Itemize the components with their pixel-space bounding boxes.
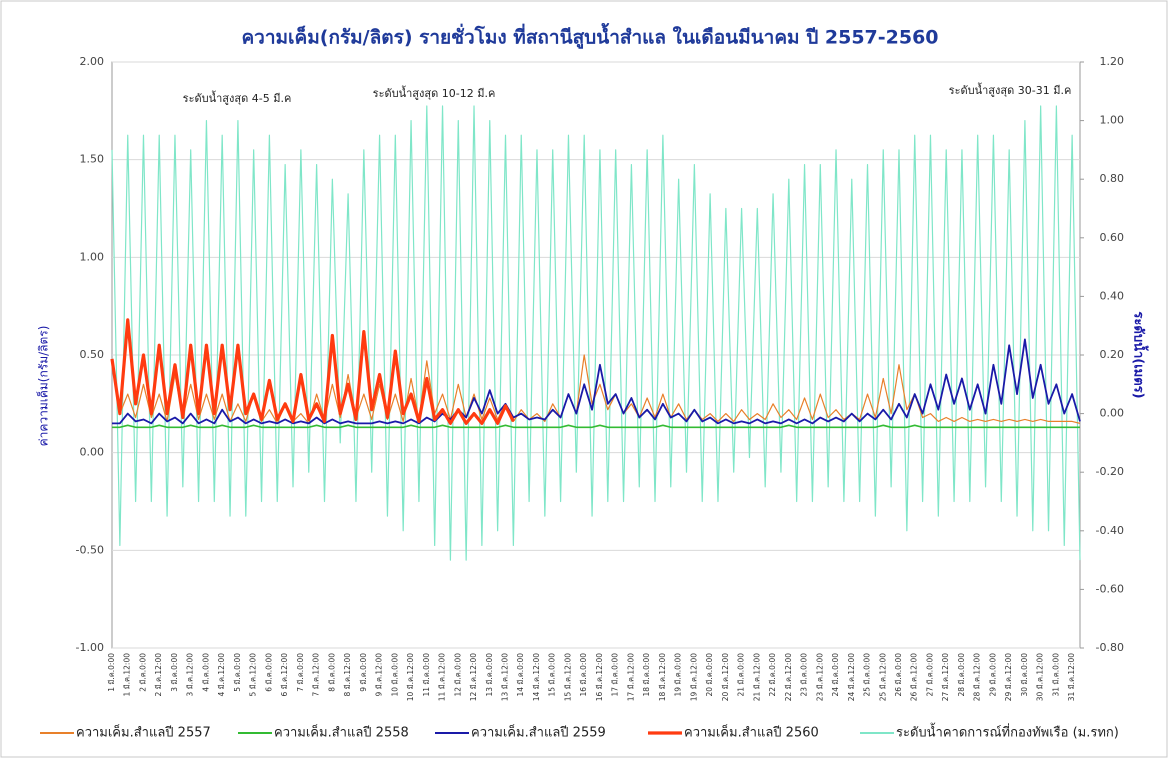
y-tick-label: 0.00 bbox=[80, 446, 105, 459]
x-tick-label: 19 มี.ค.0:00 bbox=[674, 653, 683, 697]
x-tick-label: 4 มี.ค.0:00 bbox=[201, 653, 210, 692]
x-tick-label: 29 มี.ค.0:00 bbox=[988, 653, 997, 697]
y-tick-label: 1.00 bbox=[80, 250, 105, 263]
x-tick-label: 6 มี.ค.0:00 bbox=[264, 653, 273, 692]
x-tick-label: 25 มี.ค.0:00 bbox=[863, 653, 872, 697]
x-tick-label: 5 มี.ค.0:00 bbox=[233, 653, 242, 692]
x-tick-label: 4 มี.ค.12:00 bbox=[217, 653, 226, 697]
x-tick-label: 10 มี.ค.12:00 bbox=[406, 653, 415, 701]
y2-tick-label: -0.60 bbox=[1096, 582, 1124, 595]
x-tick-label: 26 มี.ค.0:00 bbox=[894, 653, 903, 697]
y2-tick-label: 0.80 bbox=[1100, 172, 1125, 185]
x-tick-label: 29 มี.ค.12:00 bbox=[1004, 653, 1013, 701]
legend-label: ความเค็ม.สำแลปี 2559 bbox=[471, 723, 606, 741]
legend-label: ระดับน้ำคาดการณ์ที่กองทัพเรือ (ม.รทก) bbox=[896, 723, 1119, 741]
x-tick-label: 20 มี.ค.12:00 bbox=[721, 653, 730, 701]
y2-tick-label: -0.80 bbox=[1096, 641, 1124, 654]
annotation: ระดับน้ำสูงสุด 10-12 มี.ค bbox=[373, 85, 496, 100]
x-tick-label: 27 มี.ค.0:00 bbox=[925, 653, 934, 697]
y2-tick-label: 0.00 bbox=[1100, 407, 1125, 420]
x-tick-label: 8 มี.ค.12:00 bbox=[343, 653, 352, 697]
x-tick-label: 15 มี.ค.12:00 bbox=[563, 653, 572, 701]
legend-label: ความเค็ม.สำแลปี 2557 bbox=[76, 723, 211, 741]
series-line bbox=[112, 338, 1081, 425]
x-tick-label: 12 มี.ค.12:00 bbox=[469, 653, 478, 701]
x-tick-label: 23 มี.ค.0:00 bbox=[800, 653, 809, 697]
x-tick-label: 7 มี.ค.0:00 bbox=[296, 653, 305, 692]
y2-tick-label: 0.20 bbox=[1100, 348, 1125, 361]
legend-label: ความเค็ม.สำแลปี 2560 bbox=[684, 723, 819, 741]
x-tick-label: 3 มี.ค.12:00 bbox=[186, 653, 195, 697]
x-tick-label: 24 มี.ค.12:00 bbox=[847, 653, 856, 701]
x-tick-label: 16 มี.ค.12:00 bbox=[595, 653, 604, 701]
y-tick-label: 0.50 bbox=[80, 348, 105, 361]
x-tick-label: 13 มี.ค.12:00 bbox=[500, 653, 509, 701]
x-tick-label: 12 มี.ค.0:00 bbox=[453, 653, 462, 697]
x-tick-label: 18 มี.ค.12:00 bbox=[658, 653, 667, 701]
x-tick-label: 14 มี.ค.0:00 bbox=[516, 653, 525, 697]
x-tick-label: 31 มี.ค.0:00 bbox=[1051, 653, 1060, 697]
x-tick-label: 1 มี.ค.12:00 bbox=[123, 653, 132, 697]
x-tick-label: 11 มี.ค.0:00 bbox=[422, 653, 431, 697]
y-tick-label: -1.00 bbox=[76, 641, 104, 654]
x-tick-label: 22 มี.ค.12:00 bbox=[784, 653, 793, 701]
x-tick-label: 30 มี.ค.0:00 bbox=[1020, 653, 1029, 697]
y2-axis-title: ระดับน้ำ(เมตร) bbox=[1131, 311, 1150, 398]
y2-tick-label: 0.40 bbox=[1100, 289, 1125, 302]
x-tick-label: 2 มี.ค.0:00 bbox=[138, 653, 147, 692]
x-tick-label: 13 มี.ค.0:00 bbox=[485, 653, 494, 697]
x-tick-label: 17 มี.ค.12:00 bbox=[626, 653, 635, 701]
legend-label: ความเค็ม.สำแลปี 2558 bbox=[274, 723, 409, 741]
y2-tick-label: -0.40 bbox=[1096, 524, 1124, 537]
y2-tick-label: -0.20 bbox=[1096, 465, 1124, 478]
x-tick-label: 8 มี.ค.0:00 bbox=[327, 653, 336, 692]
x-tick-label: 2 มี.ค.12:00 bbox=[154, 653, 163, 697]
series-line bbox=[111, 105, 1081, 561]
x-tick-label: 31 มี.ค.12:00 bbox=[1067, 653, 1076, 701]
x-tick-label: 27 มี.ค.12:00 bbox=[941, 653, 950, 701]
x-tick-label: 28 มี.ค.12:00 bbox=[973, 653, 982, 701]
y-tick-label: 1.50 bbox=[80, 153, 105, 166]
x-tick-label: 3 มี.ค.0:00 bbox=[170, 653, 179, 692]
annotation: ระดับน้ำสูงสุด 4-5 มี.ค bbox=[183, 90, 292, 105]
x-tick-label: 24 มี.ค.0:00 bbox=[831, 653, 840, 697]
x-tick-label: 23 มี.ค.12:00 bbox=[815, 653, 824, 701]
x-tick-label: 5 มี.ค.12:00 bbox=[249, 653, 258, 697]
x-tick-label: 1 มี.ค.0:00 bbox=[107, 653, 116, 692]
x-tick-label: 20 มี.ค.0:00 bbox=[705, 653, 714, 697]
annotation: ระดับน้ำสูงสุด 30-31 มี.ค bbox=[949, 82, 1072, 97]
x-tick-label: 22 มี.ค.0:00 bbox=[768, 653, 777, 697]
y2-tick-label: 1.20 bbox=[1100, 55, 1125, 68]
x-tick-label: 21 มี.ค.0:00 bbox=[737, 653, 746, 697]
x-tick-label: 14 มี.ค.12:00 bbox=[532, 653, 541, 701]
x-tick-label: 17 มี.ค.0:00 bbox=[611, 653, 620, 697]
y2-tick-label: 1.00 bbox=[1100, 114, 1125, 127]
x-tick-label: 9 มี.ค.12:00 bbox=[375, 653, 384, 697]
x-tick-label: 28 มี.ค.0:00 bbox=[957, 653, 966, 697]
x-tick-label: 15 มี.ค.0:00 bbox=[548, 653, 557, 697]
x-tick-label: 6 มี.ค.12:00 bbox=[280, 653, 289, 697]
y2-tick-label: 0.60 bbox=[1100, 231, 1125, 244]
y-tick-label: 2.00 bbox=[80, 55, 105, 68]
chart-title: ความเค็ม(กรัม/ลิตร) รายชั่วโมง ที่สถานีส… bbox=[241, 23, 938, 50]
x-tick-label: 30 มี.ค.12:00 bbox=[1036, 653, 1045, 701]
series-line bbox=[112, 424, 1080, 429]
series-line bbox=[110, 318, 515, 425]
y-axis-title: ค่าความเค็ม(กรัม/ลิตร) bbox=[36, 326, 51, 447]
x-tick-label: 7 มี.ค.12:00 bbox=[312, 653, 321, 697]
y-tick-label: -0.50 bbox=[76, 543, 104, 556]
x-tick-label: 9 มี.ค.0:00 bbox=[359, 653, 368, 692]
x-tick-label: 18 มี.ค.0:00 bbox=[642, 653, 651, 697]
x-tick-label: 26 มี.ค.12:00 bbox=[910, 653, 919, 701]
x-tick-label: 10 มี.ค.0:00 bbox=[390, 653, 399, 697]
x-tick-label: 16 มี.ค.0:00 bbox=[579, 653, 588, 697]
x-tick-label: 25 มี.ค.12:00 bbox=[878, 653, 887, 701]
x-tick-label: 21 มี.ค.12:00 bbox=[752, 653, 761, 701]
x-tick-label: 11 มี.ค.12:00 bbox=[438, 653, 447, 701]
x-tick-label: 19 มี.ค.12:00 bbox=[689, 653, 698, 701]
